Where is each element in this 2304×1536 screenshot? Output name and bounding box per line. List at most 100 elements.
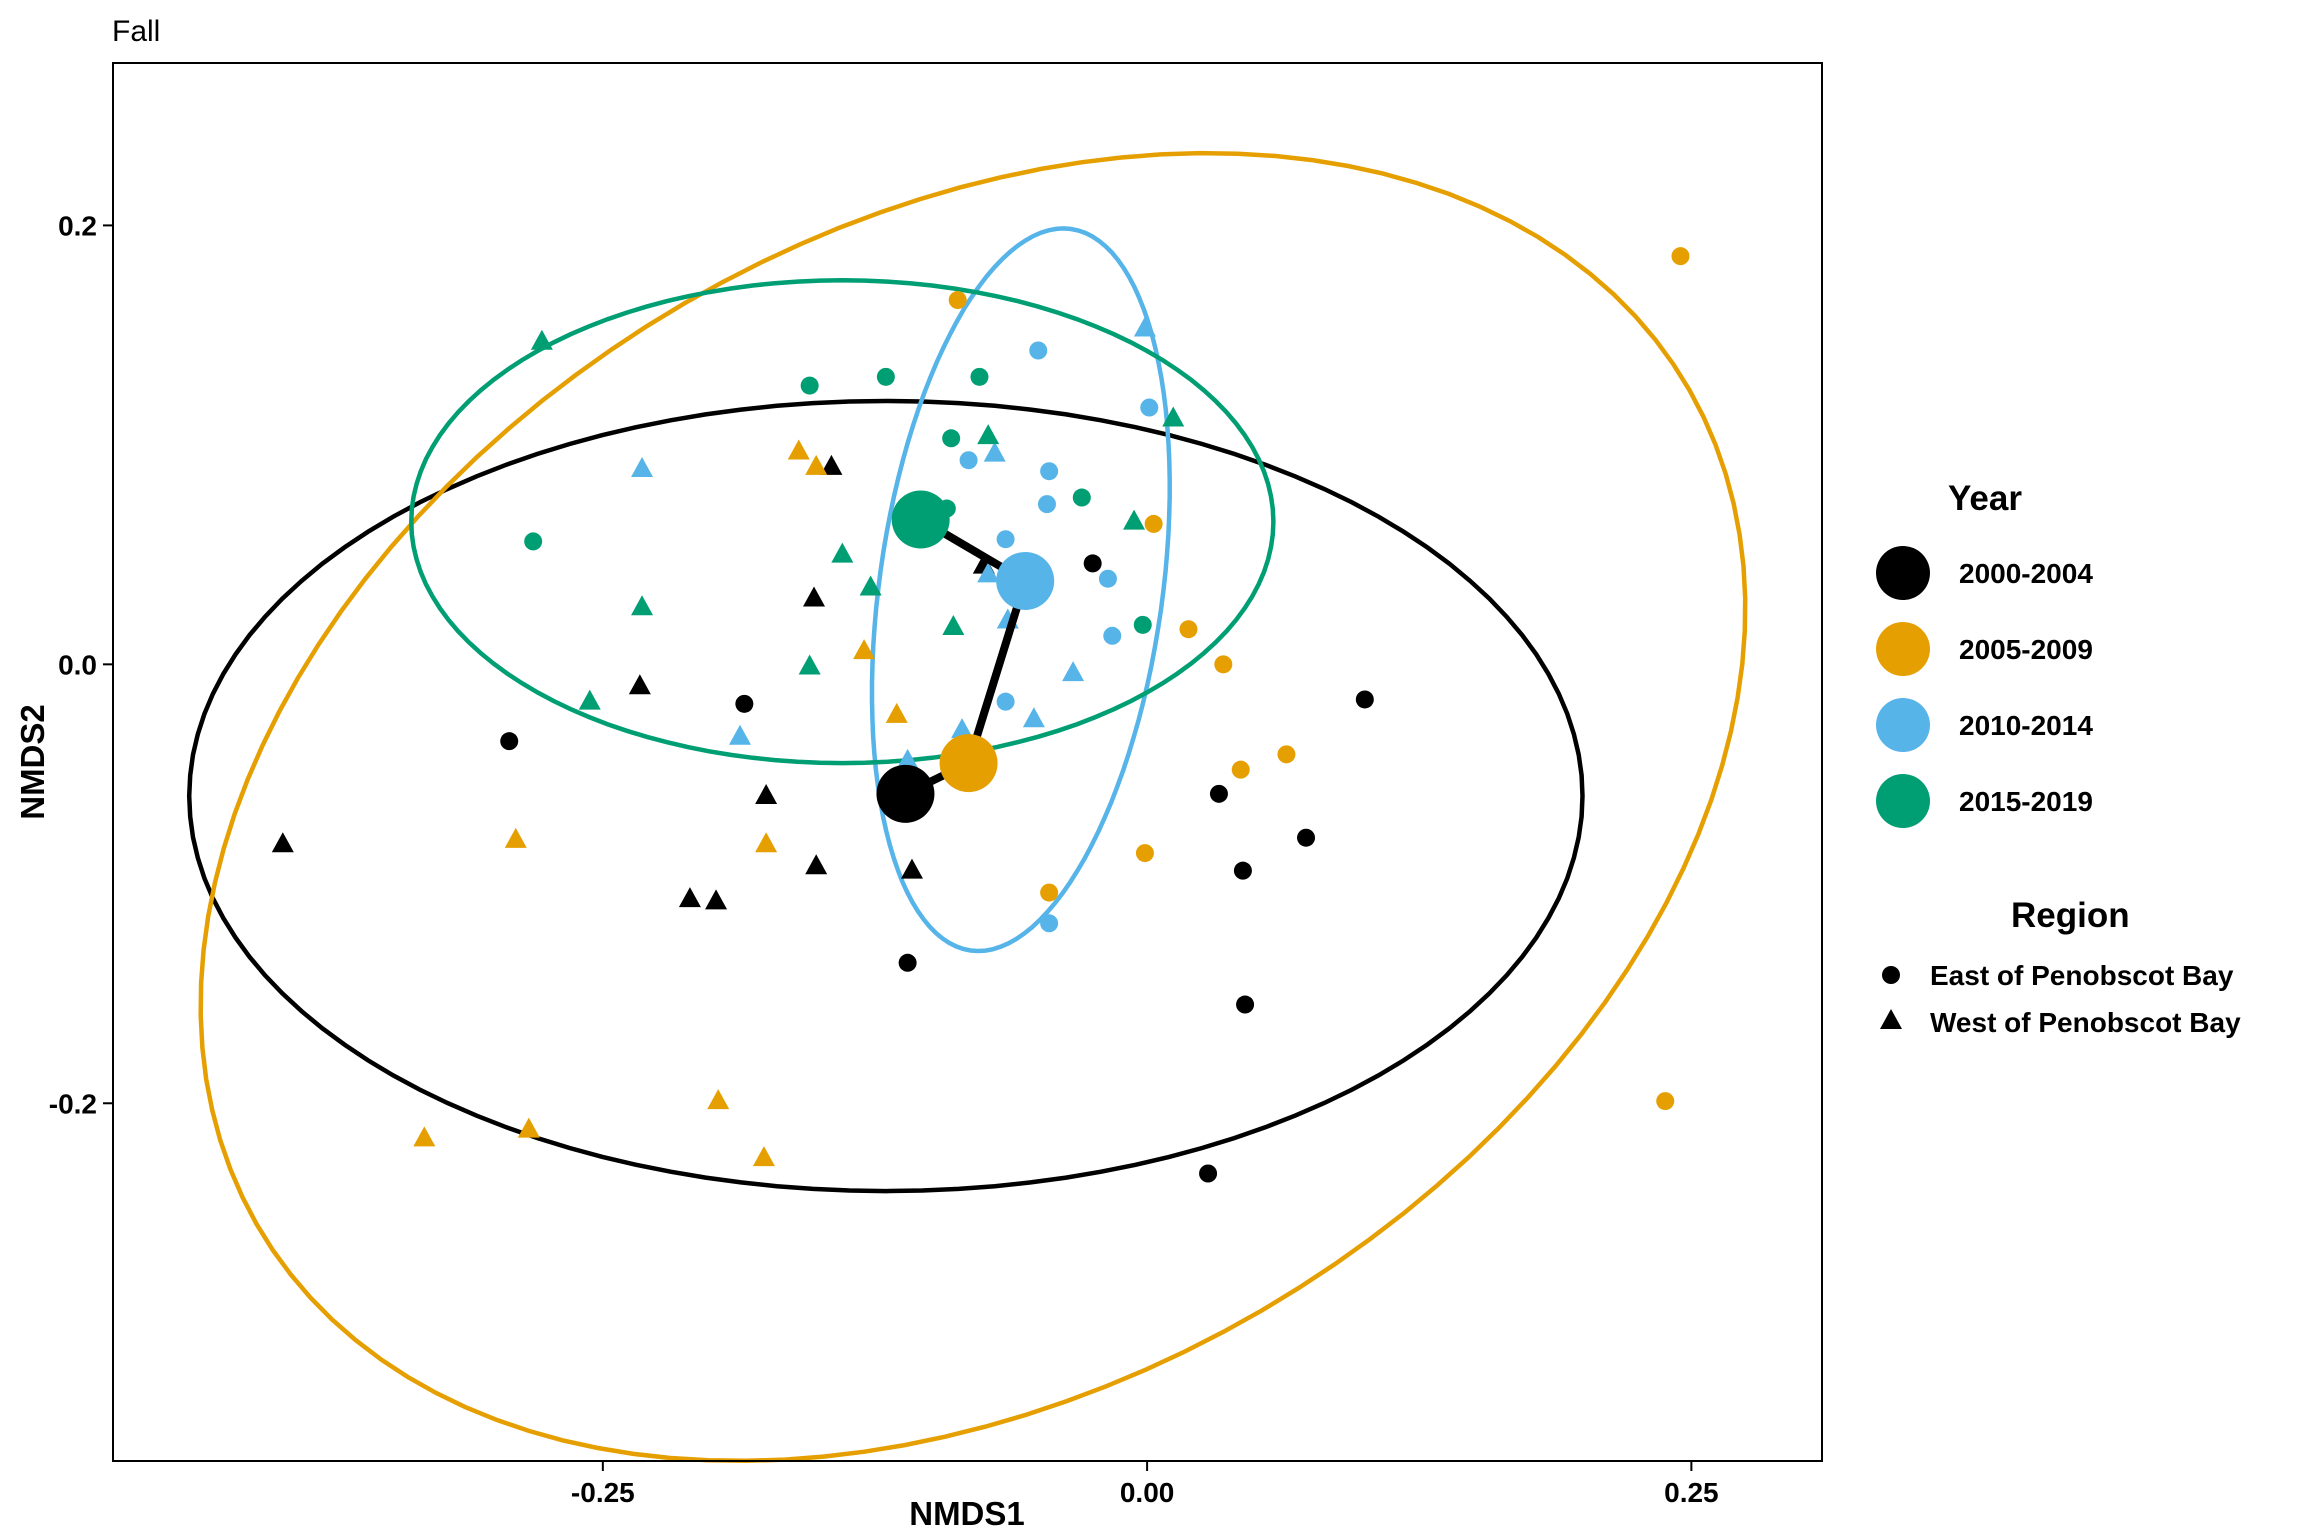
ellipse-2000-2004 <box>186 398 1585 1194</box>
x-axis-title: NMDS1 <box>909 1495 1025 1532</box>
legend-region-circle-icon <box>1882 966 1900 984</box>
point-2000-2004-18 <box>900 858 923 879</box>
point-2015-2019-9 <box>977 424 1000 445</box>
y-tick-label: -0.2 <box>49 1088 97 1119</box>
point-2000-2004-0 <box>500 732 519 751</box>
point-2005-2009-18 <box>517 1117 540 1138</box>
legend-year-label-1: 2000-2004 <box>1959 558 2093 589</box>
point-2010-2014-0 <box>1029 341 1048 360</box>
legend-region: Region East of Penobscot Bay West of Pen… <box>1880 896 2241 1038</box>
point-2000-2004-6 <box>1233 861 1252 880</box>
point-2000-2004-9 <box>1083 554 1102 573</box>
legend-year-label-4: 2015-2019 <box>1959 786 2093 817</box>
point-2010-2014-2 <box>959 451 978 470</box>
point-2000-2004-4 <box>1297 828 1316 847</box>
ellipse-2005-2009 <box>198 150 1748 1464</box>
point-2000-2004-16 <box>803 586 826 607</box>
point-2015-2019-16 <box>798 654 821 675</box>
point-2000-2004-14 <box>755 784 778 805</box>
point-2005-2009-17 <box>752 1146 775 1167</box>
point-2010-2014-9 <box>1040 914 1059 933</box>
point-2010-2014-3 <box>1040 462 1059 481</box>
point-2005-2009-3 <box>1214 655 1233 674</box>
point-2010-2014-18 <box>951 718 974 739</box>
point-2015-2019-2 <box>970 367 989 386</box>
point-2015-2019-13 <box>859 575 882 596</box>
centroid-2015-2019 <box>891 490 950 549</box>
point-2005-2009-15 <box>755 832 778 853</box>
point-2010-2014-16 <box>1022 707 1045 728</box>
point-2015-2019-11 <box>1123 509 1146 530</box>
legend-year-swatch-4 <box>1876 774 1930 828</box>
point-2005-2009-1 <box>1144 514 1163 533</box>
point-2015-2019-4 <box>1072 488 1091 507</box>
legend-region-title: Region <box>2011 896 2130 935</box>
point-2000-2004-11 <box>628 674 651 695</box>
point-2010-2014-17 <box>728 724 751 745</box>
point-2010-2014-8 <box>996 692 1015 711</box>
point-2000-2004-15 <box>805 854 828 875</box>
y-tick-label: 0.2 <box>58 210 97 241</box>
point-2005-2009-11 <box>805 454 828 475</box>
point-2005-2009-5 <box>1277 745 1296 764</box>
centroid-2000-2004 <box>876 764 935 823</box>
x-axis: -0.25 0.00 0.25 <box>571 1461 1719 1508</box>
point-2005-2009-2 <box>1179 620 1198 639</box>
point-2005-2009-4 <box>1231 760 1250 779</box>
point-2015-2019-0 <box>800 376 819 395</box>
centroid-trajectory <box>903 516 1030 798</box>
point-2005-2009-10 <box>787 439 810 460</box>
legend-year-swatch-3 <box>1876 698 1930 752</box>
y-axis-title: NMDS2 <box>14 704 51 820</box>
point-2015-2019-15 <box>942 615 965 636</box>
point-2005-2009-19 <box>413 1126 436 1147</box>
legend-year-swatch-2 <box>1876 622 1930 676</box>
point-2000-2004-12 <box>678 887 701 908</box>
point-2015-2019-12 <box>831 542 854 563</box>
point-2000-2004-5 <box>1355 690 1374 709</box>
y-tick-label: 0.0 <box>58 649 97 680</box>
point-2005-2009-0 <box>948 291 967 310</box>
point-2005-2009-8 <box>1671 247 1690 266</box>
ellipse-layer <box>186 150 1748 1464</box>
point-2000-2004-10 <box>271 832 294 853</box>
point-layer <box>271 247 1690 1183</box>
point-2010-2014-6 <box>1098 569 1117 588</box>
point-2000-2004-2 <box>898 953 917 972</box>
centroid-layer <box>876 490 1055 823</box>
point-2005-2009-12 <box>853 639 876 660</box>
point-2005-2009-7 <box>1040 883 1059 902</box>
x-tick-label: -0.25 <box>571 1477 635 1508</box>
point-2005-2009-16 <box>707 1089 730 1110</box>
centroid-2005-2009 <box>939 734 998 793</box>
legend-region-label-2: West of Penobscot Bay <box>1930 1007 2241 1038</box>
legend-year-title: Year <box>1948 479 2022 518</box>
point-2010-2014-11 <box>983 441 1006 462</box>
point-2010-2014-19 <box>896 748 919 769</box>
point-2000-2004-3 <box>1209 784 1228 803</box>
point-2010-2014-10 <box>1133 316 1156 337</box>
legend-year-swatch-1 <box>1876 546 1930 600</box>
point-2015-2019-17 <box>578 689 601 710</box>
point-2015-2019-7 <box>1133 615 1152 634</box>
point-2000-2004-17 <box>820 454 843 475</box>
point-2000-2004-7 <box>1236 995 1255 1014</box>
legend-region-triangle-icon <box>1880 1009 1902 1029</box>
point-2015-2019-14 <box>631 595 654 616</box>
point-2015-2019-10 <box>1162 406 1185 427</box>
centroid-2010-2014 <box>996 551 1055 610</box>
point-2005-2009-14 <box>504 827 527 848</box>
point-2010-2014-4 <box>1037 495 1056 514</box>
point-2010-2014-5 <box>996 530 1015 549</box>
point-2000-2004-13 <box>705 889 728 910</box>
ellipse-2015-2019 <box>409 278 1276 766</box>
point-2005-2009-13 <box>885 702 908 723</box>
point-2005-2009-6 <box>1135 844 1154 863</box>
point-2000-2004-8 <box>1199 1164 1218 1183</box>
point-2000-2004-1 <box>735 694 754 713</box>
x-tick-label: 0.00 <box>1120 1477 1175 1508</box>
legend-year: Year 2000-2004 2005-2009 2010-2014 2015-… <box>1876 479 2093 828</box>
point-2005-2009-9 <box>1656 1092 1675 1111</box>
point-2010-2014-1 <box>1140 398 1159 417</box>
